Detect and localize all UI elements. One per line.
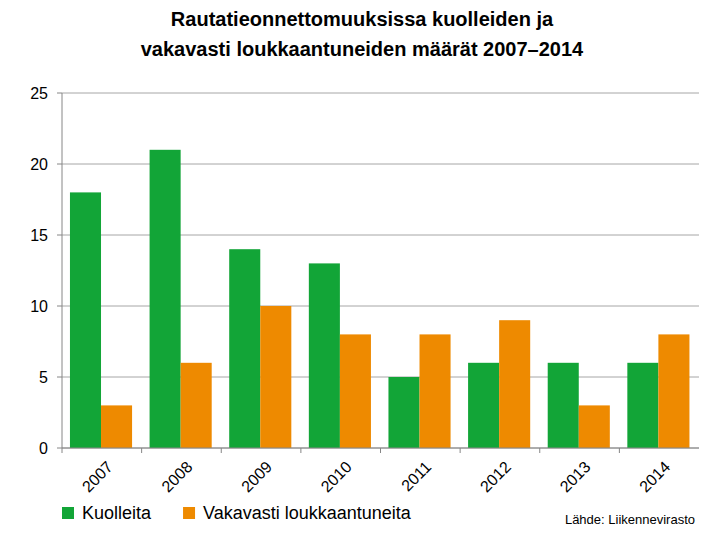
x-tick xyxy=(460,448,461,453)
x-tick-label: 2012 xyxy=(477,458,514,495)
y-tick-label: 15 xyxy=(30,227,48,244)
x-tick xyxy=(619,448,620,453)
bars xyxy=(70,150,689,448)
bar xyxy=(388,377,419,448)
legend-label: Vakavasti loukkaantuneita xyxy=(203,503,412,523)
title-line: vakavasti loukkaantuneiden määrät 2007–2… xyxy=(141,38,584,60)
tick-mark xyxy=(57,377,62,378)
x-tick xyxy=(62,448,63,453)
source-note: Lähde: Liikennevirasto xyxy=(565,512,695,527)
y-tick-label: 25 xyxy=(30,85,48,102)
y-tick-label: 10 xyxy=(30,298,48,315)
x-tick xyxy=(539,448,540,453)
legend-swatch xyxy=(62,507,74,519)
legend-swatch xyxy=(183,507,195,519)
tick-mark xyxy=(57,306,62,307)
title: Rautatieonnettomuuksissa kuolleiden ja va… xyxy=(141,8,584,60)
bar xyxy=(420,334,451,448)
x-tick xyxy=(141,448,142,453)
tick-mark xyxy=(57,448,62,449)
y-tick-label: 20 xyxy=(30,156,48,173)
bar xyxy=(548,363,579,448)
x-tick-label: 2014 xyxy=(636,458,673,495)
tick-mark xyxy=(57,93,62,94)
bar xyxy=(499,320,530,448)
tick-mark xyxy=(57,235,62,236)
bar xyxy=(260,306,291,448)
bar xyxy=(229,249,260,448)
x-tick-label: 2009 xyxy=(238,458,275,495)
bar xyxy=(627,363,658,448)
x-tick xyxy=(300,448,301,453)
x-tick xyxy=(221,448,222,453)
bar xyxy=(309,263,340,448)
grid-line xyxy=(62,93,699,94)
chart: Rautatieonnettomuuksissa kuolleiden ja va… xyxy=(0,0,701,542)
x-tick-label: 2013 xyxy=(556,458,593,495)
tick-mark xyxy=(57,164,62,165)
x-tick-label: 2011 xyxy=(398,458,434,494)
y-tick-label: 0 xyxy=(39,440,48,457)
bar xyxy=(468,363,499,448)
y-axis xyxy=(62,93,63,448)
background xyxy=(0,0,701,542)
title-line: Rautatieonnettomuuksissa kuolleiden ja xyxy=(171,8,554,30)
x-tick xyxy=(380,448,381,453)
bar xyxy=(579,405,610,448)
bar xyxy=(181,363,212,448)
bar xyxy=(340,334,371,448)
bar xyxy=(150,150,181,448)
bar xyxy=(101,405,132,448)
bar xyxy=(70,192,101,448)
x-tick-label: 2008 xyxy=(158,458,195,495)
y-tick-label: 5 xyxy=(39,369,48,386)
x-tick-label: 2007 xyxy=(79,458,116,495)
x-tick-label: 2010 xyxy=(318,458,355,495)
legend-label: Kuolleita xyxy=(82,503,152,523)
bar xyxy=(658,334,689,448)
